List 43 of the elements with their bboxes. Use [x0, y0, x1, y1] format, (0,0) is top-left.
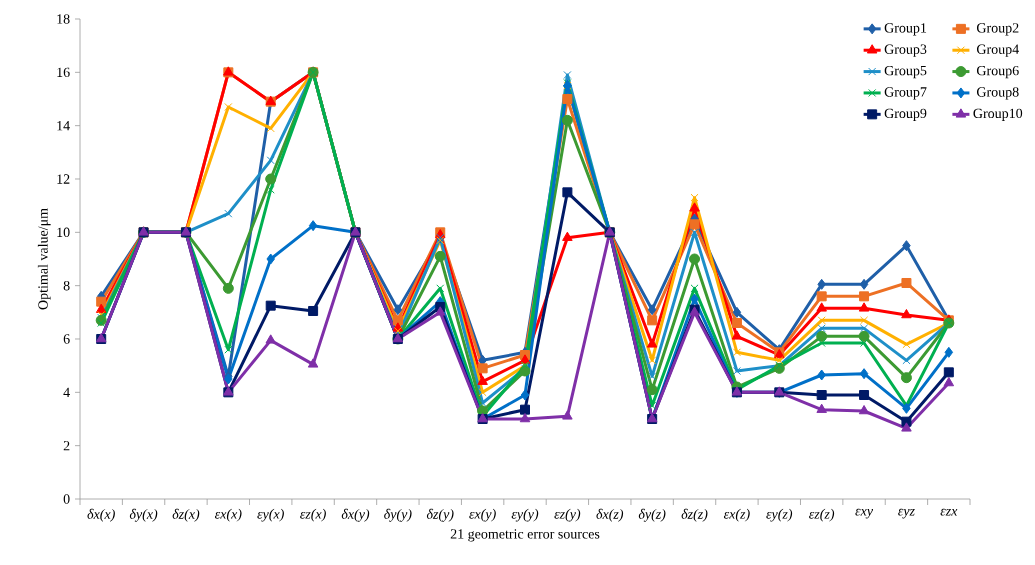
legend-label: Group7 [884, 87, 927, 100]
x-axis-title: 21 geometric error sources [450, 529, 600, 542]
x-tick-label: εx(y) [469, 508, 496, 522]
x-tick-label: εx(x) [215, 508, 242, 522]
legend-label: Group2 [976, 23, 1019, 36]
y-tick-label: 14 [57, 121, 70, 131]
legend-label: Group6 [976, 65, 1019, 79]
x-tick-label: δz(x) [172, 508, 200, 522]
x-tick-label: εz(y) [554, 508, 581, 522]
y-tick-label: 6 [63, 334, 70, 344]
x-tick-label: εyz [898, 508, 915, 519]
y-tick-label: 10 [57, 227, 70, 238]
x-tick-label: δx(y) [341, 508, 370, 522]
y-tick-label: 18 [57, 14, 70, 24]
x-tick-label: δy(z) [638, 508, 666, 522]
x-tick-label: εx(z) [723, 508, 750, 522]
legend-label: Group8 [976, 87, 1019, 100]
legend-label: Group9 [884, 108, 927, 121]
x-tick-label: δx(z) [596, 508, 624, 522]
x-tick-label: εz(z) [809, 508, 835, 522]
legend-label: Group5 [884, 65, 927, 79]
legend-label: Group4 [976, 44, 1019, 57]
x-tick-label: δy(x) [129, 508, 158, 522]
x-tick-label: δz(z) [681, 508, 708, 522]
x-tick-label: εz(x) [300, 508, 326, 522]
x-tick-label: εy(x) [257, 508, 284, 522]
legend-label: Group10 [973, 108, 1023, 121]
legend-label: Group3 [884, 44, 927, 57]
x-tick-label: εy(y) [511, 508, 539, 522]
x-tick-label: δy(y) [384, 508, 412, 522]
y-axis-title: Optimal value/μm [37, 208, 51, 310]
x-tick-label: εzx [940, 508, 958, 516]
x-tick-label: δz(y) [426, 508, 454, 522]
y-tick-label: 16 [57, 67, 70, 78]
x-tick-label: δx(x) [87, 508, 115, 522]
y-tick-label: 8 [63, 280, 70, 291]
x-tick-label: εy(z) [766, 508, 793, 522]
x-tick-label: εxy [855, 508, 874, 519]
y-tick-label: 4 [63, 387, 70, 397]
legend-label: Group1 [884, 23, 927, 36]
y-tick-label: 12 [57, 174, 70, 184]
y-tick-label: 0 [63, 494, 70, 504]
y-tick-label: 2 [63, 441, 70, 451]
